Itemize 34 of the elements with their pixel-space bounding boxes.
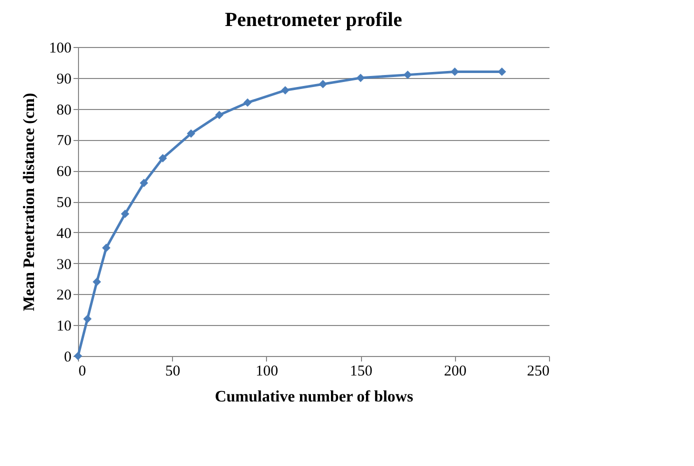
y-tick-label: 100	[49, 40, 72, 56]
y-tick-label: 90	[56, 71, 72, 88]
y-tick-label: 70	[56, 133, 72, 150]
x-axis-title: Cumulative number of blows	[214, 388, 414, 406]
x-tick-label: 200	[444, 364, 467, 380]
point	[404, 70, 412, 79]
chart-title: Penetrometer profile	[224, 9, 402, 31]
point	[92, 278, 102, 286]
x-tick-label: 0	[78, 364, 86, 380]
y-tick-label: 0	[64, 350, 72, 366]
point	[83, 314, 92, 324]
y-tick-label: 80	[56, 102, 72, 118]
point	[356, 74, 365, 82]
y-tick-label: 40	[56, 226, 72, 242]
point	[215, 110, 224, 120]
y-tick-label: 10	[56, 318, 72, 335]
x-tick-label: 250	[527, 364, 550, 380]
point	[318, 80, 328, 88]
point	[140, 178, 148, 188]
point	[281, 86, 290, 94]
x-tick-label: 100	[256, 364, 278, 380]
y-axis-title: Mean Penetration distance (cm)	[21, 92, 38, 312]
point	[186, 129, 196, 138]
point	[120, 210, 130, 218]
point	[158, 154, 167, 162]
point	[102, 244, 110, 252]
x-tick-label: 50	[165, 364, 180, 380]
y-tick-label: 20	[56, 288, 72, 304]
y-tick-label: 50	[56, 195, 72, 211]
point	[450, 68, 459, 76]
point	[243, 98, 252, 107]
y-tick-label: 60	[56, 164, 72, 180]
y-tick-label: 30	[56, 256, 72, 273]
x-tick-label: 150	[350, 364, 372, 380]
